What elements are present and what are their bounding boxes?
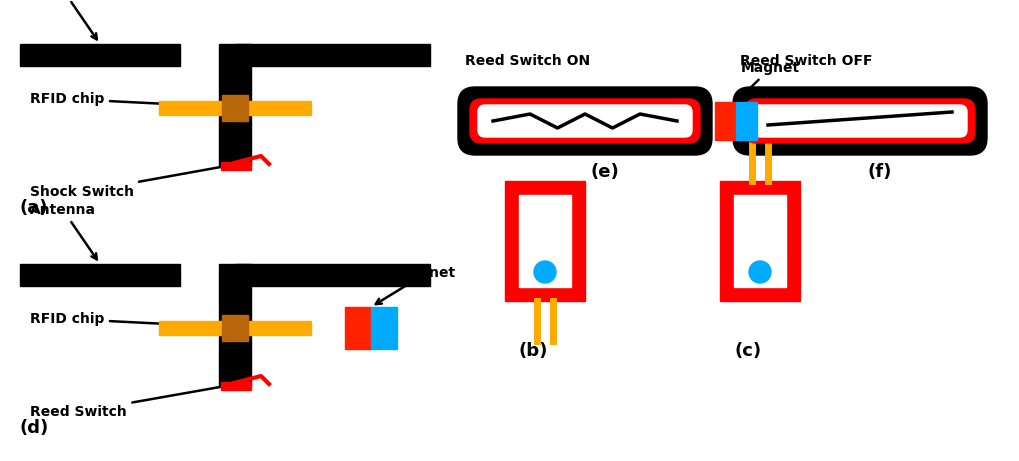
Text: Reed Switch: Reed Switch: [30, 380, 249, 419]
Text: (c): (c): [734, 342, 761, 360]
FancyBboxPatch shape: [733, 87, 986, 155]
Text: Reed Switch OFF: Reed Switch OFF: [739, 54, 871, 68]
Text: RFID chip: RFID chip: [30, 312, 243, 330]
Bar: [20, 264, 179, 286]
Bar: [159, 321, 311, 335]
Text: Reed Switch ON: Reed Switch ON: [465, 54, 590, 68]
Text: (b): (b): [518, 342, 547, 360]
Bar: [159, 101, 311, 115]
Bar: [344, 307, 371, 349]
Text: Antenna: Antenna: [30, 203, 97, 260]
Bar: [519, 195, 571, 287]
Bar: [219, 44, 251, 166]
Text: RFID chip: RFID chip: [30, 92, 243, 110]
FancyBboxPatch shape: [470, 99, 699, 143]
Bar: [221, 382, 251, 390]
Bar: [219, 264, 251, 386]
FancyBboxPatch shape: [458, 87, 711, 155]
Text: Shock Switch: Shock Switch: [30, 160, 249, 199]
Bar: [504, 181, 585, 301]
Bar: [736, 102, 756, 140]
Circle shape: [748, 261, 770, 283]
Bar: [371, 307, 396, 349]
Text: Magnet: Magnet: [739, 61, 799, 98]
FancyBboxPatch shape: [752, 105, 966, 137]
Text: Magnet: Magnet: [375, 266, 455, 304]
Bar: [234, 264, 430, 286]
Bar: [222, 315, 248, 341]
Text: (f): (f): [867, 163, 892, 181]
Text: Antenna: Antenna: [30, 0, 97, 39]
Bar: [734, 195, 786, 287]
FancyBboxPatch shape: [744, 99, 974, 143]
Text: (a): (a): [20, 199, 49, 217]
Bar: [714, 102, 736, 140]
Bar: [221, 162, 251, 170]
Bar: [222, 95, 248, 121]
Circle shape: [534, 261, 555, 283]
Bar: [719, 181, 799, 301]
FancyBboxPatch shape: [478, 105, 691, 137]
Bar: [234, 44, 430, 66]
Text: (e): (e): [590, 163, 619, 181]
Bar: [20, 44, 179, 66]
Text: (d): (d): [20, 419, 49, 437]
